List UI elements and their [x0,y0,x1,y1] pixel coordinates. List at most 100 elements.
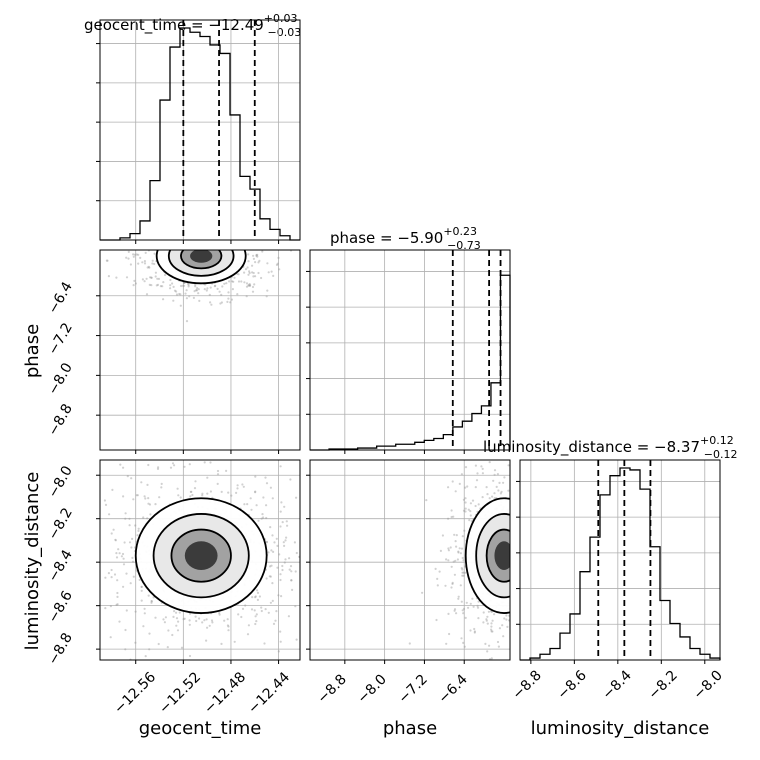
sample-point [276,262,279,265]
sample-point [511,561,513,563]
sample-point [215,236,217,238]
sample-point [218,290,221,293]
contour-line [170,528,232,583]
sample-point [192,245,194,247]
sample-point [203,461,206,464]
sample-point [122,466,125,469]
sample-point [162,221,164,223]
sample-point [150,600,153,603]
sample-point [279,640,282,643]
sample-point [538,492,540,494]
sample-point [236,224,238,226]
axes-frame [519,459,721,661]
ytick-label: −8.8 [45,630,76,667]
sample-point [473,631,476,634]
sample-point [514,616,516,618]
sample-point [194,198,196,200]
sample-point [193,237,195,239]
sample-point [250,608,254,611]
sample-point [279,573,282,576]
sample-point [246,633,250,636]
sample-point [522,564,524,566]
sample-point [595,513,597,515]
sample-point [210,220,212,222]
sample-point [434,567,437,571]
sample-point [181,284,185,287]
sample-point [513,704,515,706]
sample-point [541,520,543,522]
sample-point [153,252,156,255]
sample-point [228,236,230,238]
sample-point [269,526,272,529]
sample-point [130,243,132,245]
sample-point [167,242,169,244]
sample-point [276,566,279,569]
sample-point [165,221,167,223]
sample-point [145,236,147,238]
sample-point [250,508,253,511]
sample-point [204,227,206,229]
sample-point [532,537,534,539]
sample-point [528,558,530,560]
sample-point [464,497,467,500]
sample-point [213,247,215,249]
sample-point [264,608,267,611]
sample-point [439,549,442,553]
sample-point [540,558,542,560]
sample-point [514,475,516,477]
sample-point [516,499,518,501]
sample-point [547,668,549,670]
sample-point [167,629,170,632]
sample-point [457,551,460,554]
sample-point [216,244,218,246]
sample-point [176,455,178,457]
sample-point [511,578,513,580]
sample-point [461,568,464,571]
sample-point [172,230,174,232]
sample-point [302,511,304,513]
sample-point [177,620,180,623]
sample-point [86,542,88,544]
sample-point [209,286,212,289]
sample-point [154,503,157,506]
sample-point [528,492,530,494]
sample-point [257,261,260,264]
sample-point [103,499,106,502]
sample-point [255,253,258,257]
sample-point [147,594,150,597]
sample-point [277,594,280,597]
sample-point [111,488,114,491]
sample-point [140,599,143,602]
sample-point [231,288,234,291]
sample-point [257,241,259,243]
sample-point [562,510,564,512]
sample-point [482,611,485,614]
sample-point [484,642,487,646]
sample-point [547,542,549,544]
sample-point [461,571,464,574]
sample-point [522,527,524,529]
sample-point [526,500,528,502]
sample-point [549,524,551,526]
sample-point [514,530,516,532]
sample-point [269,565,272,568]
sample-point [521,597,523,599]
xtick-label: −8.8 [314,671,349,706]
sample-point [137,253,140,256]
sample-point [454,540,457,543]
sample-point [178,611,181,614]
sample-point [527,541,529,543]
sample-point [517,558,519,560]
sample-point [536,594,538,596]
sample-point [543,616,545,618]
sample-point [524,504,526,506]
sample-point [214,220,216,222]
density-layer [86,455,304,660]
sample-point [534,619,536,621]
sample-point [254,596,257,599]
sample-point [171,633,174,637]
sample-point [254,475,257,478]
sample-point [180,284,183,288]
xtick-label: −8.2 [645,667,680,702]
sample-point [515,534,517,536]
